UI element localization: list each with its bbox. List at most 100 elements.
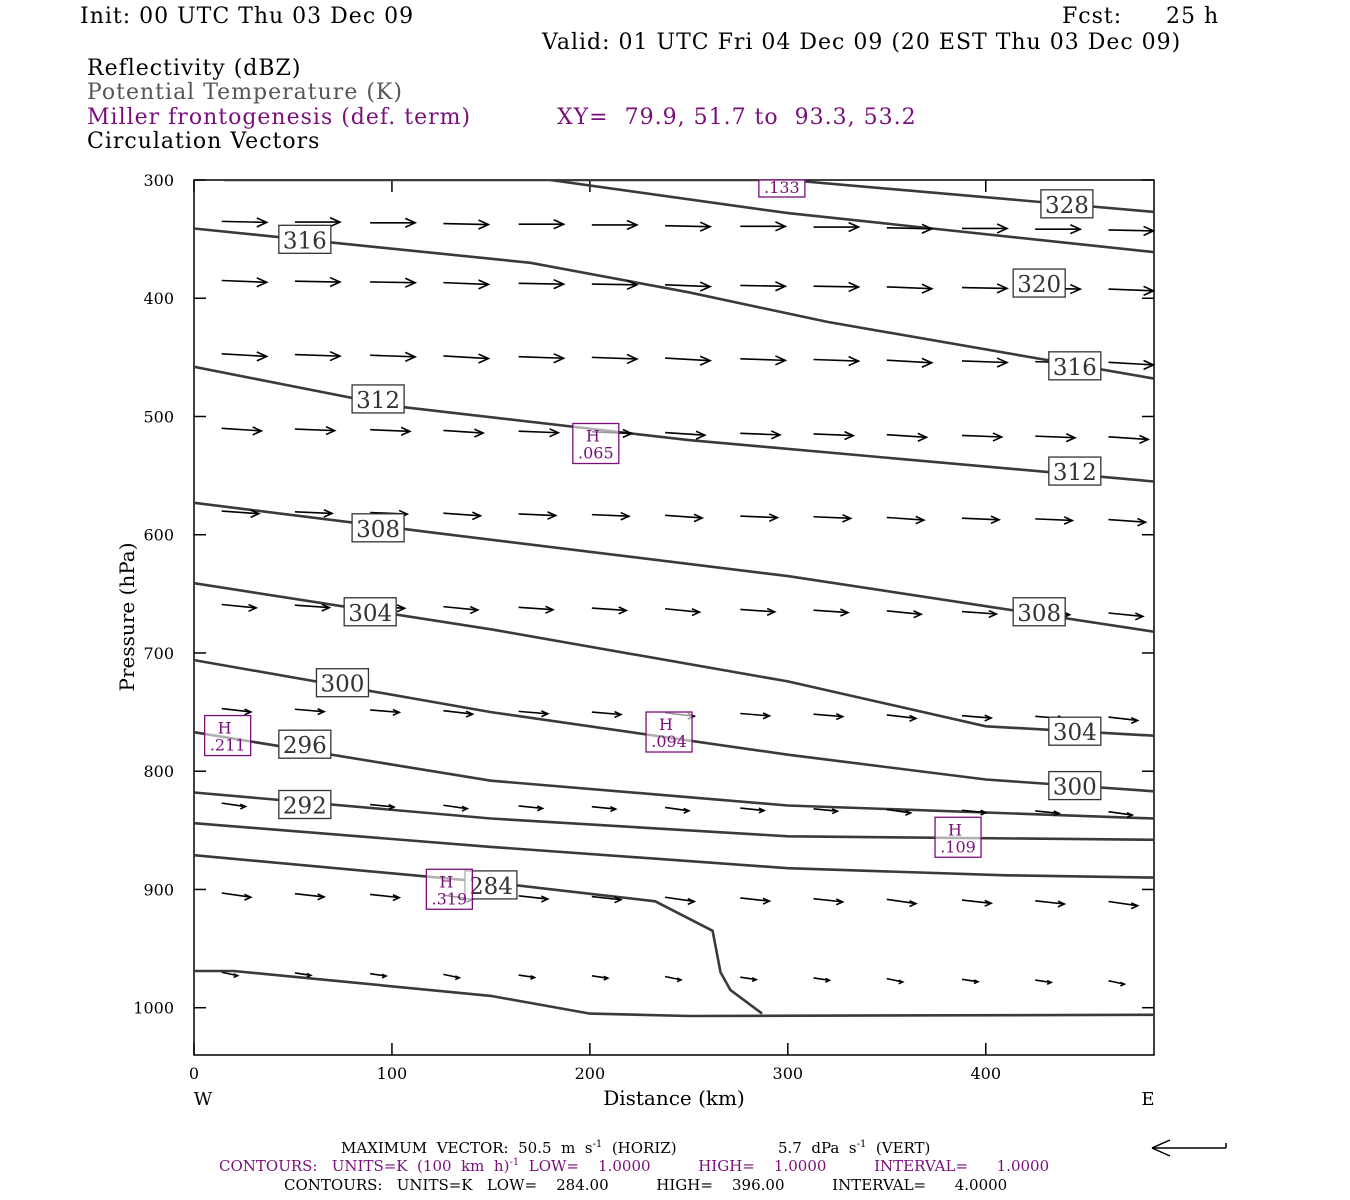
circulation-vector: [221, 802, 248, 810]
circulation-vector: [294, 276, 342, 288]
vector-shaft: [886, 808, 911, 814]
vector-shaft: [443, 355, 489, 360]
circulation-vector: [294, 216, 342, 228]
vector-head: [549, 428, 561, 438]
vector-head: [775, 221, 788, 232]
x-axis-label: Distance (km): [603, 1086, 745, 1110]
vector-shaft: [370, 709, 400, 714]
vector-head: [909, 899, 918, 908]
vector-head: [676, 977, 683, 983]
circulation-vector: [740, 281, 788, 292]
circulation-vector: [370, 217, 418, 228]
theta-contour: [194, 501, 1154, 633]
circulation-vector: [518, 605, 555, 614]
vector-shaft: [740, 807, 765, 812]
circulation-vector: [294, 892, 327, 901]
fronto-value: .319: [432, 889, 468, 908]
theta-label-box: [1012, 597, 1066, 627]
theta-contour-label: 304: [343, 597, 397, 627]
vector-shaft: [591, 711, 622, 716]
vector-head: [775, 281, 788, 292]
vector-head: [996, 357, 1009, 368]
y-tick-label: 300: [143, 171, 174, 190]
vector-shaft: [886, 226, 932, 230]
vector-shaft: [665, 607, 700, 613]
circulation-vector: [518, 511, 558, 520]
vector-shaft: [886, 610, 922, 616]
vector-head: [478, 279, 491, 290]
circulation-vector: [221, 277, 269, 288]
circulation-vector: [221, 426, 264, 436]
theta-label-box: [278, 224, 332, 254]
fronto-box: [425, 868, 473, 910]
circulation-vector: [664, 975, 683, 983]
vector-shaft: [591, 805, 616, 810]
vector-head: [306, 972, 313, 978]
max-vector-info: MAXIMUM VECTOR: 50.5 m s-1 (HORIZ): [341, 1139, 677, 1157]
vector-head: [1053, 810, 1062, 817]
vector-shaft: [1035, 900, 1065, 905]
vector-shaft: [886, 286, 932, 290]
circulation-vector: [961, 432, 1004, 442]
vector-head: [626, 219, 639, 231]
vector-shaft: [813, 433, 854, 437]
circulation-vector: [886, 898, 918, 908]
vector-head: [553, 278, 566, 290]
vector-head: [530, 974, 537, 980]
vector-head: [392, 894, 402, 902]
circulation-vector: [1108, 359, 1156, 371]
vector-shaft: [518, 430, 559, 434]
theta-label-text: 316: [1053, 355, 1097, 381]
theta-contour-label: 316: [278, 224, 332, 254]
circulation-vector: [591, 895, 623, 904]
circulation-vector: [443, 219, 491, 230]
circulation-vector: [740, 513, 780, 523]
theta-contour-label: 284: [464, 870, 518, 900]
vector-shaft: [740, 432, 781, 436]
vector-head: [465, 710, 475, 718]
vector-head: [400, 426, 412, 436]
vector-head: [392, 708, 402, 716]
vector-head: [691, 608, 702, 617]
vector-head: [478, 353, 491, 364]
circulation-vector: [813, 808, 840, 815]
circulation-vector: [221, 509, 261, 519]
vector-shaft: [294, 604, 330, 609]
vector-shaft: [961, 899, 992, 905]
circulation-vector: [1035, 224, 1083, 235]
forecast-hour: 25 h: [1166, 4, 1220, 29]
theta-label-box: [1048, 351, 1102, 381]
circulation-vector: [443, 605, 480, 615]
y-tick-label: 800: [143, 762, 174, 781]
vector-head: [329, 216, 342, 228]
circulation-vector: [961, 899, 994, 907]
vector-shaft: [740, 712, 770, 717]
theta-label-box: [1048, 456, 1102, 486]
circulation-vector: [591, 606, 629, 615]
vector-shaft: [665, 431, 705, 436]
circulation-vector: [518, 805, 545, 812]
vector-head: [317, 708, 327, 716]
circulation-vector: [591, 353, 639, 365]
vector-head: [990, 515, 1002, 525]
vector-head: [454, 975, 462, 981]
vector-shaft: [591, 283, 637, 286]
vector-head: [329, 350, 342, 362]
vector-shaft: [813, 713, 843, 718]
vector-shaft: [443, 281, 489, 286]
vector-head: [683, 807, 691, 814]
y-tick-label: 1000: [133, 999, 174, 1018]
vector-shaft: [1108, 810, 1133, 816]
theta-contour-label: 300: [1048, 770, 1102, 801]
circulation-vector: [961, 809, 988, 816]
fronto-box: [934, 816, 982, 858]
fronto-value: .109: [940, 837, 976, 856]
vector-head: [329, 276, 342, 288]
circulation-vector: [886, 714, 918, 722]
field-circulation-vectors: Circulation Vectors: [87, 129, 321, 154]
vector-head: [618, 606, 629, 615]
circulation-vector: [1108, 612, 1145, 621]
vector-head: [758, 807, 767, 814]
theta-label-text: 312: [1053, 460, 1097, 486]
circulation-vector: [740, 355, 788, 366]
